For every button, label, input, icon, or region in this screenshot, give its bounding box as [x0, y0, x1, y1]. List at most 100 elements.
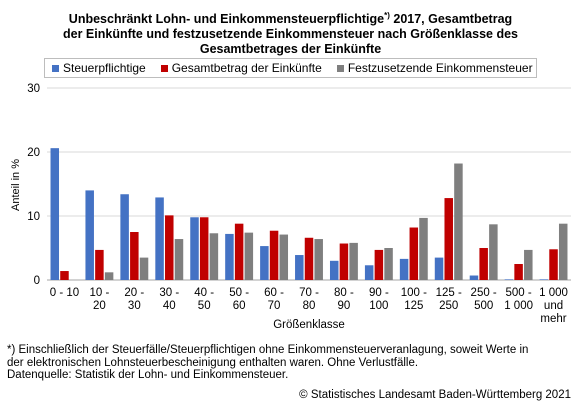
x-tick-labels: 0 - 10 10 -20 20 -30 30 -40 40 -50 50 -60 60 -…: [50, 287, 568, 325]
footnote-line1: *) Einschließlich der Steuerfälle/Steuer…: [7, 344, 529, 356]
bar: [469, 275, 479, 280]
bar: [558, 223, 568, 280]
x-tick-label-line: 100: [369, 300, 388, 312]
x-tick-label: 60 -70: [264, 287, 284, 312]
x-tick-label-line: 90: [338, 300, 351, 312]
legend-swatch-red: [160, 64, 168, 72]
x-tick-label-line: 60 -: [264, 287, 284, 299]
title-line1-rest: 2017, Gesamtbetrag: [389, 12, 513, 27]
bar: [479, 248, 488, 280]
x-tick-label-line: 10 -: [89, 287, 109, 299]
legend-item-einkommensteuer: Festzusetzende Einkommensteuer: [336, 61, 533, 75]
x-tick-label-line: 125: [404, 300, 423, 312]
bar: [349, 242, 358, 280]
footnote-line2: der elektronischen Lohnsteuerbescheinigu…: [7, 356, 419, 369]
x-tick-label-line: 100 -: [401, 287, 427, 299]
bar: [419, 217, 428, 280]
x-tick-label-line: 20: [93, 300, 106, 312]
bar: [339, 243, 349, 280]
bar: [199, 217, 209, 280]
y-tick-label: 30: [27, 83, 40, 95]
bar: [384, 248, 393, 280]
bar: [50, 148, 60, 280]
bar: [190, 217, 199, 280]
bar: [244, 232, 254, 280]
legend-swatch-grey: [336, 64, 344, 72]
y-tick-labels: 0 10 20 30: [27, 83, 40, 287]
legend-item-steuerpflichtige: Steuerpflichtige: [52, 61, 146, 75]
y-tick-label: 10: [27, 211, 40, 223]
x-tick-label-line: 1 000: [539, 287, 568, 299]
source-credit: © Statistisches Landesamt Baden-Württemb…: [299, 389, 571, 401]
x-tick-label: 100 -125: [401, 287, 427, 312]
bar: [209, 233, 219, 280]
x-tick-label-line: 40: [163, 300, 176, 312]
x-tick-label-line: 125 -: [436, 287, 462, 299]
x-tick-label: 70 -80: [299, 287, 319, 312]
bar: [524, 249, 533, 280]
x-tick-label: 0 - 10: [50, 287, 79, 299]
legend-label: Gesamtbetrag der Einkünfte: [171, 61, 322, 75]
x-tick-label-line: 80: [303, 300, 316, 312]
x-tick-label: 1 000 und mehr: [539, 287, 568, 325]
title-line2: der Einkünfte und festzusetzende Einkomm…: [63, 27, 518, 42]
y-axis-label: Anteil in %: [10, 159, 22, 211]
bar: [60, 271, 69, 280]
bar: [104, 272, 114, 280]
x-tick-label-line: 30: [128, 300, 141, 312]
x-tick-label-line: 70 -: [299, 287, 319, 299]
title-line3: Gesamtbetrages der Einkünfte: [199, 42, 382, 57]
bar: [95, 249, 104, 280]
bar: [304, 237, 314, 280]
x-axis-label: Größenklasse: [273, 319, 345, 331]
x-tick-label: 50 -60: [229, 287, 249, 312]
bar: [329, 260, 339, 280]
x-tick-label-line: 40 -: [194, 287, 214, 299]
y-tick-label: 0: [34, 275, 40, 287]
footnote-line3: Datenquelle: Statistik der Lohn- und Ein…: [7, 369, 289, 381]
x-tick-label: 80 -90: [334, 287, 354, 312]
bar: [314, 239, 323, 280]
x-tick-label-line: und: [544, 300, 563, 312]
bar: [139, 257, 149, 280]
title-line1: Unbeschränkt Lohn- und Einkommensteuerpf…: [68, 12, 385, 27]
bar: [374, 249, 384, 280]
bar: [85, 190, 94, 280]
y-tick-label: 20: [27, 147, 40, 159]
x-tick-label-line: 90 -: [369, 287, 389, 299]
legend-label: Steuerpflichtige: [63, 61, 146, 75]
bar: [364, 265, 374, 280]
chart-title: Unbeschränkt Lohn- und Einkommensteuerpf…: [0, 8, 581, 57]
chart-legend: Steuerpflichtige Gesamtbetrag der Einkün…: [44, 58, 537, 78]
x-tick-label-line: 500: [474, 300, 493, 312]
bar: [120, 194, 129, 280]
bar: [489, 224, 498, 280]
bar: [399, 258, 409, 280]
x-tick-label: 40 -50: [194, 287, 214, 312]
bar: [444, 198, 453, 280]
x-tick-label: 10 -20: [89, 287, 109, 312]
title-footnote-marker: *): [384, 11, 390, 20]
x-tick-label-line: 70: [268, 300, 281, 312]
x-tick-label: 125 -250: [436, 287, 462, 312]
legend-item-gesamtbetrag: Gesamtbetrag der Einkünfte: [160, 61, 322, 75]
bar: [225, 233, 234, 280]
bar: [269, 230, 279, 280]
bar: [260, 246, 269, 280]
bar: [514, 264, 523, 280]
bar: [165, 215, 174, 280]
legend-label: Festzusetzende Einkommensteuer: [347, 61, 533, 75]
x-tick-label-line: mehr: [540, 313, 566, 325]
bar: [155, 197, 164, 280]
bar: [409, 227, 419, 280]
bar: [539, 279, 549, 280]
x-tick-label-line: 30 -: [159, 287, 179, 299]
bar: [504, 279, 514, 280]
x-tick-label-line: 50: [198, 300, 211, 312]
x-tick-label-line: 50 -: [229, 287, 249, 299]
x-tick-label-line: 20 -: [124, 287, 144, 299]
x-tick-label: 20 -30: [124, 287, 144, 312]
legend-swatch-blue: [52, 64, 59, 72]
x-tick-label: 30 -40: [159, 287, 179, 312]
bar: [434, 257, 444, 280]
